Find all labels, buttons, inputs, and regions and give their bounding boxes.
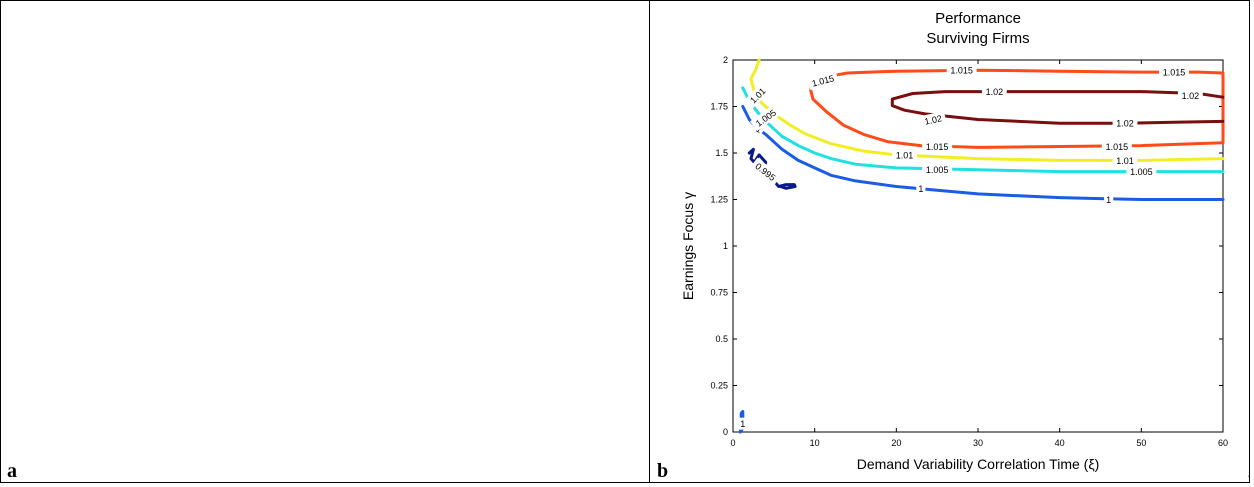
contour-label: 1.015: [950, 66, 973, 76]
contour-label-bg: [1101, 140, 1132, 153]
contour-line-1.015: [809, 68, 1225, 149]
contour-label-bg: [738, 417, 748, 430]
x-axis-label: Demand Variability Correlation Time (ξ): [857, 456, 1100, 472]
y-tick-label: 1.5: [715, 148, 728, 158]
contour-label-bg: [922, 140, 953, 153]
y-tick-label: 2: [723, 55, 728, 65]
contour-label: 1.015: [1163, 68, 1186, 78]
contour-lines: 0.9951111.0051.0051.0051.011.011.011.015…: [738, 58, 1225, 434]
contour-label-bg: [1159, 66, 1189, 79]
contour-label-bg: [749, 104, 782, 132]
contour-label: 1.02: [924, 113, 943, 126]
contour-chart: Performance Surviving Firms 0 10 20 30 40 50 6…: [680, 10, 1228, 472]
contour-label-bg: [892, 148, 917, 161]
axis-ticks: 0 10 20 30 40 50 60 0 0.25 0.5 0.75 1 1.25 1.5 1.75 2: [710, 55, 1228, 448]
contour-label: 1.01: [896, 150, 914, 160]
contour-label: 1.015: [1106, 142, 1129, 152]
y-tick-label: 1.25: [710, 195, 728, 205]
contour-label: 1.005: [1130, 167, 1153, 177]
contour-line-1.02: [890, 90, 1225, 125]
contour-label: 1.02: [1116, 119, 1134, 129]
contour-label: 1: [918, 184, 923, 194]
trailing-mark: .: [1247, 466, 1252, 481]
x-tick-label: 20: [891, 438, 901, 448]
panel-divider: [649, 0, 650, 482]
panel-b-label: b: [657, 460, 669, 482]
contour-label: 1: [740, 419, 745, 429]
y-tick-label: 0.25: [710, 381, 728, 391]
x-tick-label: 60: [1218, 438, 1228, 448]
contour-label: 1.015: [926, 142, 949, 152]
chart-title-line-1: Performance: [935, 10, 1021, 27]
contour-line-1: [741, 105, 1225, 201]
contour-label-bg: [1112, 154, 1138, 167]
y-tick-label: 1.75: [710, 102, 728, 112]
chart-title-line-2: Surviving Firms: [926, 30, 1029, 47]
contour-label: 1.02: [986, 87, 1004, 97]
contour-label-bg: [919, 111, 947, 128]
contour-label-bg: [806, 70, 839, 91]
contour-label-bg: [744, 82, 771, 109]
contour-label-bg: [1177, 89, 1203, 102]
plot-area: [732, 59, 1224, 433]
contour-label-bg: [1104, 193, 1114, 206]
y-tick-label: 0: [723, 427, 728, 437]
x-tick-label: 40: [1055, 438, 1065, 448]
panel-a-label: a: [7, 460, 17, 482]
y-tick-label: 0.5: [715, 334, 728, 344]
x-tick-label: 10: [810, 438, 820, 448]
contour-label-bg: [922, 163, 953, 176]
contour-label: 1.02: [1182, 91, 1200, 101]
y-tick-label: 0.75: [710, 288, 728, 298]
contour-label: 1.005: [926, 165, 949, 175]
x-tick-label: 30: [973, 438, 983, 448]
contour-label: 1: [1106, 195, 1111, 205]
y-axis-label: Earnings Focus γ: [680, 192, 696, 300]
contour-line-1.01: [749, 58, 1225, 162]
contour-label-bg: [1112, 117, 1138, 130]
contour-label-bg: [916, 182, 926, 195]
contour-label-bg: [981, 85, 1007, 98]
contour-label: 1.01: [1116, 156, 1134, 166]
contour-label-bg: [750, 157, 782, 186]
contour-label-bg: [1126, 165, 1157, 178]
x-tick-label: 50: [1136, 438, 1146, 448]
y-tick-label: 1: [723, 241, 728, 251]
contour-label-bg: [946, 64, 977, 77]
x-tick-label: 0: [730, 438, 735, 448]
